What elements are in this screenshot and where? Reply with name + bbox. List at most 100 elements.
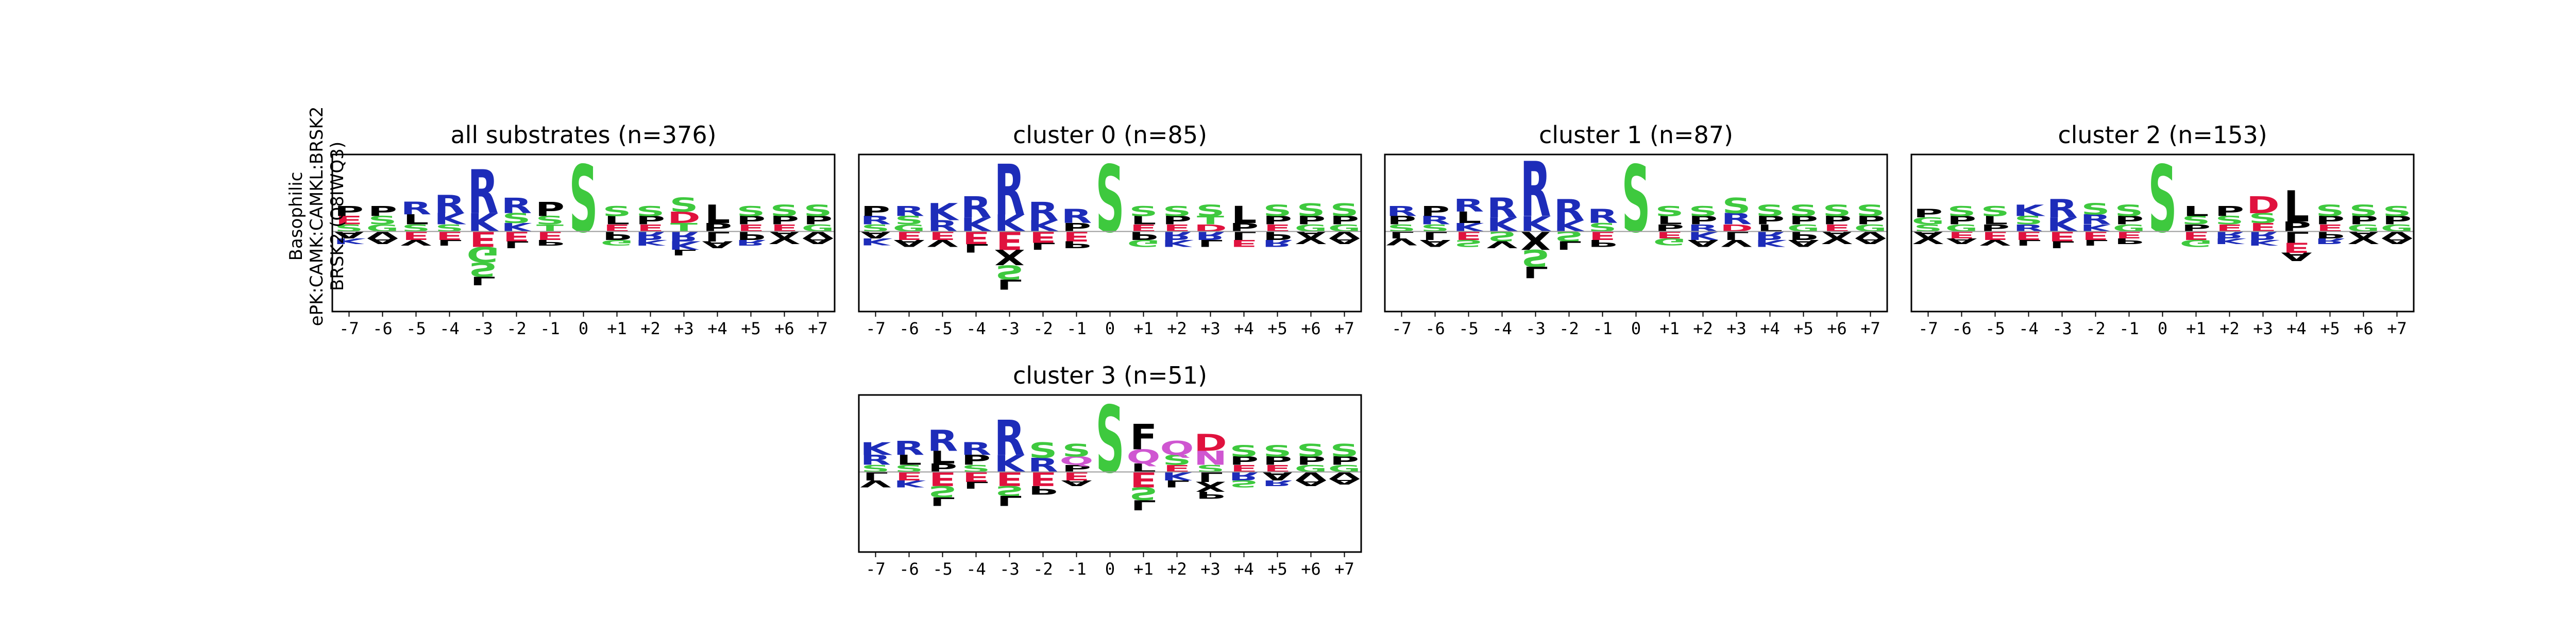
x-tick-label: +5: [741, 319, 761, 338]
logo-letter: K: [1453, 221, 1486, 234]
x-tick-label: -6: [899, 319, 919, 338]
logo-letter: E: [895, 229, 923, 242]
logo-letter: L: [705, 228, 730, 244]
x-tick-label: +6: [2353, 319, 2374, 338]
logo-letter: S: [995, 483, 1024, 499]
x-tick-label: +6: [1301, 559, 1321, 579]
x-tick-label: +3: [1726, 319, 1747, 338]
logo-letter: S: [469, 258, 498, 281]
logo-letter: P: [961, 452, 991, 468]
logo-letter: R: [669, 228, 700, 244]
x-tick-label: -4: [2019, 319, 2039, 338]
logo-letter: L: [1231, 229, 1257, 242]
x-tick-label: +7: [1334, 319, 1354, 338]
logo-letter: R: [1487, 192, 1518, 224]
x-tick-label: +3: [674, 319, 694, 338]
x-tick-label: +2: [640, 319, 660, 338]
x-tick-label: +6: [1301, 319, 1321, 338]
logo-letter: Q: [1060, 454, 1094, 468]
logo-letter: D: [1194, 429, 1227, 456]
x-tick-label: +5: [1267, 559, 1287, 579]
logo-letter: E: [2182, 229, 2210, 242]
x-tick-label: -1: [1066, 319, 1087, 338]
logo-letter: E: [2015, 229, 2042, 242]
logo-letter: S: [1330, 440, 1359, 461]
logo-letter: G: [2180, 237, 2213, 249]
logo-letter: P: [1263, 454, 1292, 468]
x-tick-label: +7: [808, 319, 828, 338]
x-tick-label: +3: [1200, 319, 1221, 338]
logo-letter: P: [1162, 214, 1192, 227]
panel-title: cluster 0 (n=85): [1013, 121, 1207, 149]
logo-letter: K: [1553, 217, 1586, 235]
logo-letter: R: [468, 158, 499, 228]
logo-letter: E: [1230, 237, 1258, 249]
logo-letter: S: [1230, 478, 1259, 489]
logo-letter: K: [2247, 238, 2280, 247]
logo-letter: L: [1422, 229, 1448, 242]
logo-letter: R: [1262, 478, 1293, 487]
logo-letter: T: [1197, 214, 1224, 227]
logo-letter: S: [1789, 201, 1818, 219]
logo-letter: E: [402, 229, 430, 242]
logo-letter: S: [770, 201, 799, 219]
logo-letter: R: [860, 214, 891, 227]
logo-letter: P: [535, 198, 565, 221]
logo-letter: E: [335, 214, 363, 227]
logo-letter: F: [1130, 417, 1157, 458]
logo-letter: L: [1198, 237, 1223, 249]
logo-letter: K: [1486, 214, 1519, 236]
logo-letter: R: [2047, 195, 2078, 224]
logo-letter: P: [368, 203, 397, 219]
x-tick-label: +5: [1793, 319, 1814, 338]
x-tick-label: -1: [1592, 319, 1613, 338]
logo-letter: S: [2014, 214, 2043, 227]
logo-letter: P: [703, 221, 732, 234]
x-tick-label: +3: [1200, 559, 1221, 579]
x-tick-label: -2: [506, 319, 527, 338]
logo-letter: E: [436, 229, 463, 242]
logo-letter: P: [1028, 483, 1058, 496]
logo-letter: S: [1163, 203, 1192, 219]
logo-letter: A: [1295, 478, 1326, 487]
logo-letter: P: [1196, 489, 1225, 501]
logo-letter: E: [962, 469, 990, 485]
logo-letter: L: [1030, 240, 1056, 252]
logo-letter: K: [860, 439, 893, 459]
logo-letter: K: [635, 238, 668, 247]
logo-letter: V: [860, 478, 891, 489]
logo-letter: A: [1329, 477, 1360, 486]
logo-letter: P: [928, 461, 957, 475]
logo-letter: V: [927, 237, 958, 249]
logo-letter: R: [860, 452, 891, 468]
logo-letter: L: [930, 447, 955, 468]
x-tick-label: -4: [966, 559, 986, 579]
logo-letter: G: [1912, 216, 1945, 227]
logo-letter: L: [2183, 203, 2209, 219]
logo-letter: A: [1855, 236, 1886, 245]
logo-letter: P: [770, 214, 799, 227]
logo-letter: R: [1587, 205, 1618, 228]
logo-letter: R: [894, 203, 925, 219]
logo-letter: S: [2115, 201, 2144, 219]
logo-letter: R: [1453, 196, 1484, 216]
logo-letter: E: [469, 226, 497, 251]
logo-letter: E: [962, 227, 990, 248]
logo-letter: K: [893, 478, 926, 489]
logo-letter: K: [501, 221, 534, 234]
logo-letter: S: [2316, 201, 2345, 219]
logo-panel-4: cluster 3 (n=51)SRKLVSLREKPLRESLSPRELKRE…: [858, 361, 1362, 579]
logo-letter: Q: [1127, 445, 1161, 468]
x-tick-label: -6: [899, 559, 919, 579]
logo-letter: S: [569, 147, 598, 254]
logo-letter: S: [1163, 452, 1192, 468]
logo-letter: P: [2114, 236, 2144, 245]
logo-letter: P: [1588, 237, 1617, 249]
logo-letter: S: [804, 201, 833, 219]
x-tick-label: -3: [1526, 319, 1546, 338]
logo-letter: S: [2148, 147, 2177, 254]
logo-letter: A: [893, 237, 924, 249]
logo-letter: L: [1198, 469, 1223, 485]
logo-letter: R: [1229, 469, 1260, 483]
